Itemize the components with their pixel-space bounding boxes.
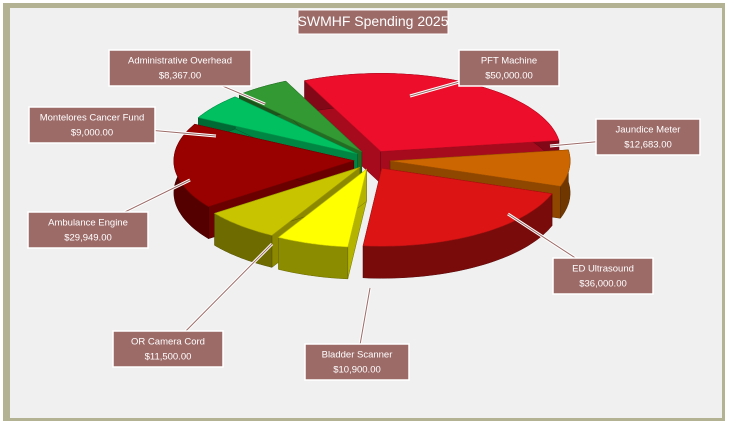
label-box [595,118,701,156]
label-name: ED Ultrasound [572,264,634,275]
label-value: $8,367.00 [159,71,201,82]
title-box [297,9,449,35]
label-value: $11,500.00 [145,352,192,363]
label-box [112,330,224,368]
slice [197,96,358,155]
label-name: Jaundice Meter [616,125,681,136]
slice [238,80,363,153]
slice [213,167,361,236]
slice [362,167,553,247]
label-name: OR Camera Cord [131,337,205,348]
label-box [458,49,560,87]
slice [173,123,355,208]
label-name: Administrative Overhead [128,56,232,67]
label-value: $36,000.00 [579,279,627,290]
label-value: $29,949.00 [64,233,112,244]
label-box [304,343,410,381]
slice [390,149,571,187]
label-box [108,49,252,87]
label-name: Bladder Scanner [322,350,393,361]
pie [173,73,571,280]
label-name: Montelores Cancer Fund [40,113,145,124]
label-value: $10,900.00 [333,365,381,376]
label-value: $50,000.00 [485,71,533,82]
slice [277,168,367,248]
labels: PFT Machine $50,000.00 Jaundice Meter $12,6… [27,49,701,381]
label-name: PFT Machine [481,56,537,67]
label-value: $12,683.00 [624,140,672,151]
label-box [28,106,156,144]
label-name: Ambulance Engine [48,218,128,229]
label-box [552,257,654,295]
label-value: $9,000.00 [71,128,113,139]
chart-title: SWMHF Spending 2025 [298,13,449,29]
label-box [27,211,149,249]
